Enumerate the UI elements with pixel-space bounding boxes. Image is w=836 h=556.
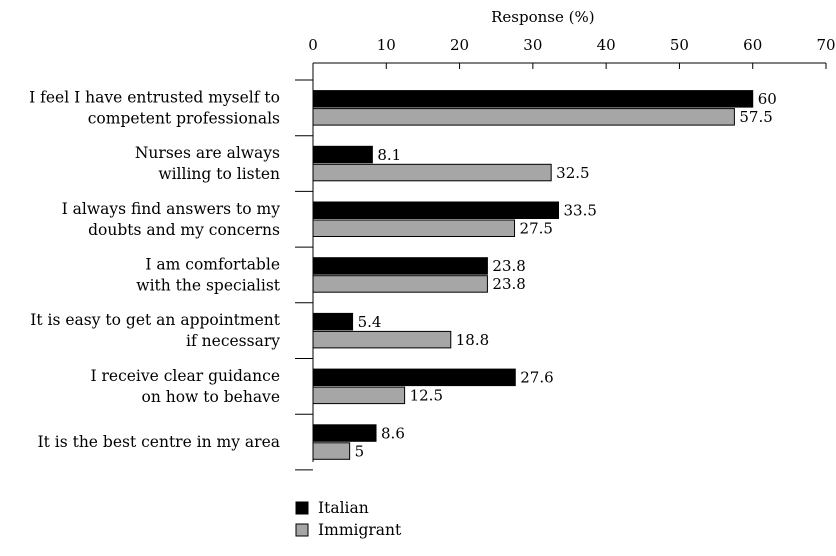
category-label: doubts and my concerns [88,221,280,239]
category-label: if necessary [186,332,280,350]
legend: Italian Immigrant [295,499,402,539]
x-axis-title: Response (%) [491,8,594,26]
category-label: I am comfortable [145,255,280,273]
data-label: 18.8 [456,331,489,349]
legend-label-immigrant: Immigrant [318,521,402,539]
x-tick-label: 50 [670,36,689,54]
bar-immigrant-0 [312,108,735,126]
legend-label-italian: Italian [318,499,369,517]
data-label: 12.5 [410,387,443,405]
bar-italian-3 [312,257,488,275]
x-tick-label: 30 [523,36,542,54]
legend-swatch-italian [295,501,309,515]
bar-italian-1 [312,145,373,164]
bar-italian-5 [312,368,516,387]
bar-layer [312,90,754,460]
data-label: 32.5 [556,164,589,182]
x-tick-label: 40 [597,36,616,54]
x-tick-label: 70 [816,36,835,54]
category-label: with the specialist [136,276,280,294]
category-label: willing to listen [158,165,280,183]
bar-italian-0 [312,90,754,108]
category-label: on how to behave [142,388,281,406]
data-label: 5 [355,442,365,460]
data-label: 57.5 [739,108,772,126]
bar-italian-2 [312,201,560,219]
category-label: I receive clear guidance [90,367,280,385]
bar-italian-6 [312,424,377,442]
data-label: 27.5 [520,220,553,238]
bar-immigrant-5 [312,386,406,405]
data-label: 33.5 [564,202,597,220]
data-label: 8.6 [381,424,405,442]
data-label: 23.8 [492,257,525,275]
data-label: 5.4 [358,313,382,331]
data-label: 23.8 [492,275,525,293]
category-label: It is easy to get an appointment [30,311,280,329]
category-label: I feel I have entrusted myself to [29,88,280,106]
bar-italian-4 [312,312,354,331]
category-label: I always find answers to my [62,200,281,218]
bar-immigrant-1 [312,163,552,182]
category-label: competent professionals [88,109,280,127]
bar-immigrant-6 [312,442,351,460]
x-tick-label: 0 [308,36,318,54]
category-label: It is the best centre in my area [37,433,280,451]
bar-immigrant-4 [312,330,452,349]
x-tick-label: 60 [743,36,762,54]
data-label: 27.6 [520,369,553,387]
bar-immigrant-2 [312,219,516,237]
legend-swatch-immigrant [295,523,309,537]
x-tick-label: 10 [377,36,396,54]
category-label: Nurses are always [135,144,280,162]
x-tick-label: 20 [450,36,469,54]
data-label: 8.1 [377,146,401,164]
bar-immigrant-3 [312,275,488,293]
data-label: 60 [758,90,777,108]
